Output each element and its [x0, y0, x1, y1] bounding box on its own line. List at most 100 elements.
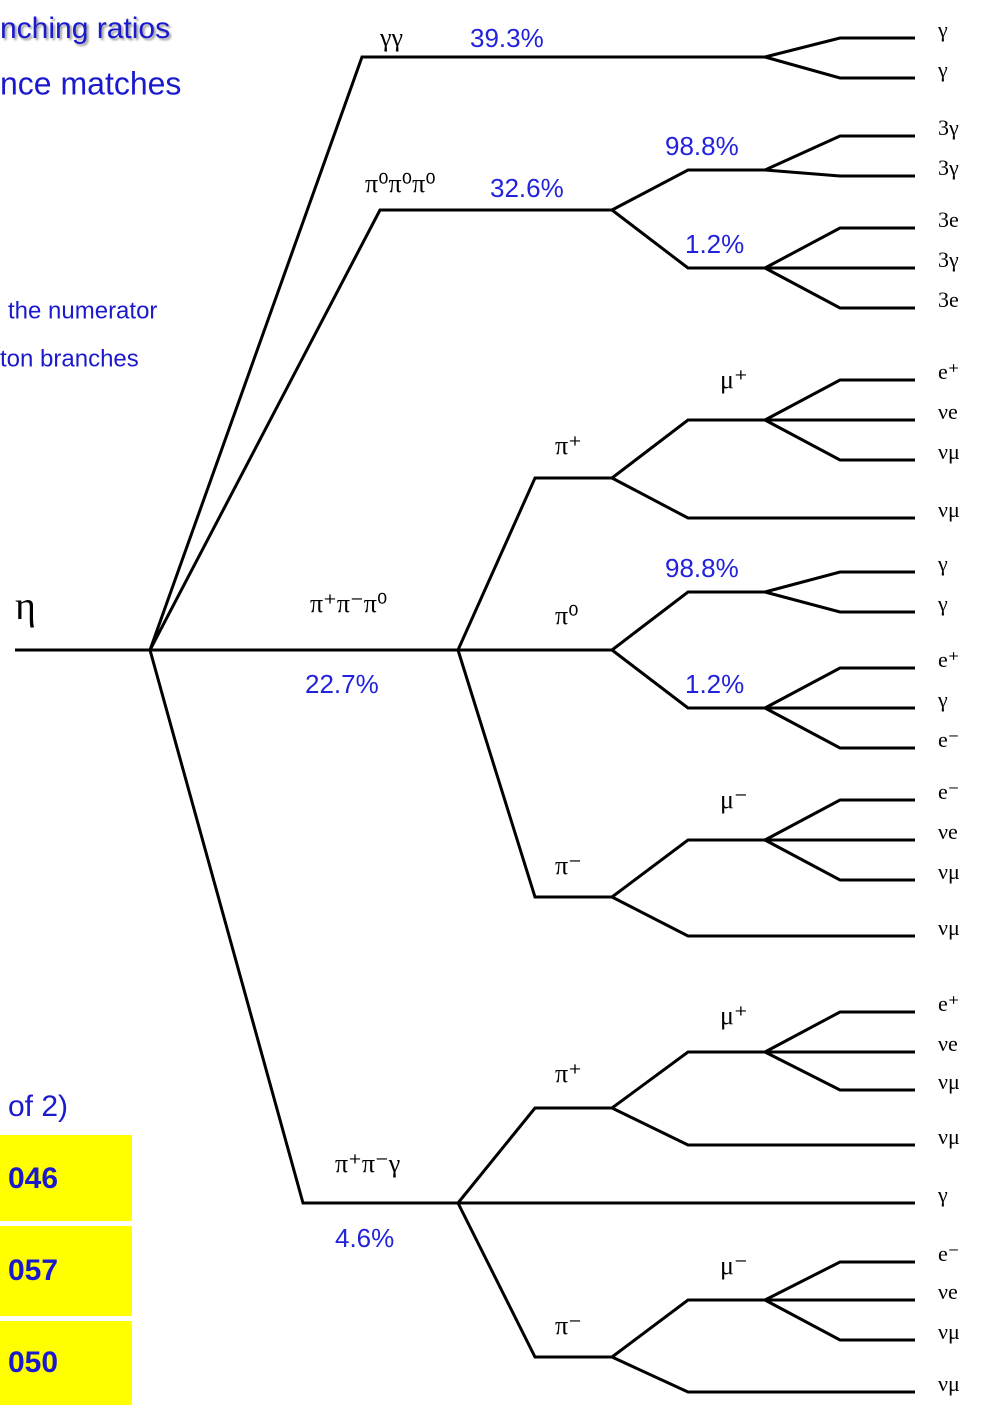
node-label: π⁺	[555, 1059, 582, 1088]
branch-line	[148, 208, 612, 651]
final-state: e⁺	[938, 647, 959, 672]
branch-line	[611, 1298, 765, 1359]
branch-line	[611, 1355, 915, 1394]
final-state: e⁺	[938, 359, 959, 384]
branch-line	[611, 208, 765, 270]
branch-line	[764, 134, 915, 172]
final-state: νe	[938, 1279, 958, 1304]
node-label: μ⁻	[720, 1251, 748, 1280]
node-label: 22.7%	[305, 669, 379, 699]
final-state: e⁻	[938, 727, 959, 752]
branch-line	[764, 418, 915, 462]
root-label: η	[15, 583, 36, 628]
note-line: ton branches	[0, 345, 139, 372]
final-state: νμ	[938, 1319, 960, 1344]
node-label: π⁰π⁰π⁰	[365, 169, 436, 198]
node-label: μ⁺	[720, 365, 748, 394]
table-text: 057	[8, 1254, 58, 1287]
final-state: 3e	[938, 287, 959, 312]
node-label: 4.6%	[335, 1223, 394, 1253]
final-state: 3γ	[938, 115, 959, 140]
node-label: π⁺π⁻π⁰	[310, 589, 387, 618]
branch-line	[764, 1260, 915, 1302]
final-state: νμ	[938, 1124, 960, 1149]
branch-line	[611, 838, 765, 899]
final-state: γ	[937, 591, 948, 616]
node-label: π⁺	[555, 431, 582, 460]
final-state: νμ	[938, 439, 960, 464]
branch-line	[456, 1202, 612, 1359]
branch-line	[611, 418, 765, 480]
branch-line	[764, 666, 915, 710]
final-state: γ	[937, 57, 948, 82]
branch-line	[764, 1298, 915, 1342]
final-state: γ	[937, 1182, 948, 1207]
note-line: the numerator	[8, 297, 157, 324]
final-state: νμ	[938, 1371, 960, 1396]
branch-line	[611, 1106, 915, 1147]
table-cell	[0, 1321, 132, 1405]
final-state: 3γ	[938, 247, 959, 272]
branch-line	[611, 476, 915, 520]
branch-line	[764, 36, 915, 59]
branch-line	[764, 590, 915, 614]
final-state: 3e	[938, 207, 959, 232]
node-label: μ⁺	[720, 1001, 748, 1030]
branch-line	[764, 168, 915, 178]
branch-line	[764, 798, 915, 842]
table-text: 046	[8, 1162, 58, 1195]
final-state: νμ	[938, 1069, 960, 1094]
branch-line	[764, 706, 915, 750]
node-label: 98.8%	[665, 131, 739, 161]
branch-line	[611, 895, 915, 938]
branch-line	[764, 55, 915, 80]
final-state: νe	[938, 399, 958, 424]
final-state: e⁻	[938, 779, 959, 804]
branch-line	[764, 266, 915, 310]
node-label: 1.2%	[685, 669, 744, 699]
fraction-note: of 2)	[8, 1090, 68, 1123]
final-state: γ	[937, 551, 948, 576]
final-state: νμ	[938, 915, 960, 940]
node-label: π⁻	[555, 1311, 582, 1340]
table-cell	[0, 1226, 132, 1316]
branch-line	[764, 838, 915, 882]
final-state: γ	[937, 687, 948, 712]
branch-line	[456, 476, 612, 651]
table-cell	[0, 1135, 132, 1221]
final-state: e⁻	[938, 1241, 959, 1266]
final-state: νμ	[938, 859, 960, 884]
node-label: π⁰	[555, 601, 579, 630]
node-label: γγ	[379, 23, 403, 52]
branch-line	[456, 649, 612, 899]
branch-line	[764, 1010, 915, 1054]
header-line: nce matches	[0, 65, 181, 101]
branch-line	[148, 649, 915, 1205]
branch-line	[611, 1050, 765, 1110]
node-label: μ⁻	[720, 785, 748, 814]
branch-line	[611, 168, 765, 212]
final-state: e⁺	[938, 991, 959, 1016]
final-state: 3γ	[938, 155, 959, 180]
node-label: 98.8%	[665, 553, 739, 583]
node-label: 1.2%	[685, 229, 744, 259]
branch-line	[764, 226, 915, 270]
final-state: νμ	[938, 497, 960, 522]
branch-line	[611, 590, 765, 652]
final-state: νe	[938, 1031, 958, 1056]
branch-line	[764, 378, 915, 422]
branch-line	[148, 55, 765, 651]
branch-line	[764, 1050, 915, 1092]
node-label: 39.3%	[470, 23, 544, 53]
final-state: νe	[938, 819, 958, 844]
header-line: nching ratios	[0, 12, 170, 45]
node-label: π⁺π⁻γ	[335, 1149, 400, 1178]
table-text: 050	[8, 1346, 58, 1379]
branch-line	[456, 1106, 612, 1204]
node-label: π⁻	[555, 851, 582, 880]
branch-line	[611, 648, 765, 710]
node-label: 32.6%	[490, 173, 564, 203]
final-state: γ	[937, 17, 948, 42]
